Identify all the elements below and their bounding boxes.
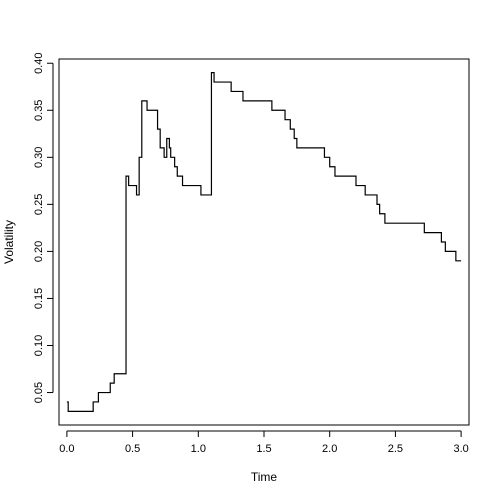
x-tick-label: 1.5 <box>256 443 271 455</box>
y-tick-label: 0.25 <box>33 194 45 215</box>
series-line-0 <box>66 72 462 412</box>
y-tick-label: 0.15 <box>33 288 45 309</box>
y-tick-label: 0.10 <box>33 335 45 356</box>
x-tick-label: 0.5 <box>125 443 140 455</box>
y-axis-label: Volatility <box>2 220 16 264</box>
x-axis: 0.0 0.5 1.0 1.5 2.0 2.5 3.0 <box>59 430 469 455</box>
x-tick-label: 2.0 <box>322 443 337 455</box>
x-tick-label: 0.0 <box>59 443 74 455</box>
series-layer <box>66 72 462 412</box>
x-tick-label: 1.0 <box>191 443 206 455</box>
x-tick-label: 2.5 <box>388 443 403 455</box>
y-tick-label: 0.30 <box>33 147 45 168</box>
y-tick-label: 0.05 <box>33 382 45 403</box>
y-axis: 0.05 0.10 0.15 0.20 0.25 0.30 0.35 0.40 <box>33 53 54 403</box>
plot-frame <box>58 58 470 426</box>
y-tick-label: 0.20 <box>33 241 45 262</box>
y-tick-label: 0.35 <box>33 100 45 121</box>
x-tick-label: 3.0 <box>453 443 468 455</box>
y-tick-label: 0.40 <box>33 53 45 74</box>
x-axis-label: Time <box>251 470 278 484</box>
